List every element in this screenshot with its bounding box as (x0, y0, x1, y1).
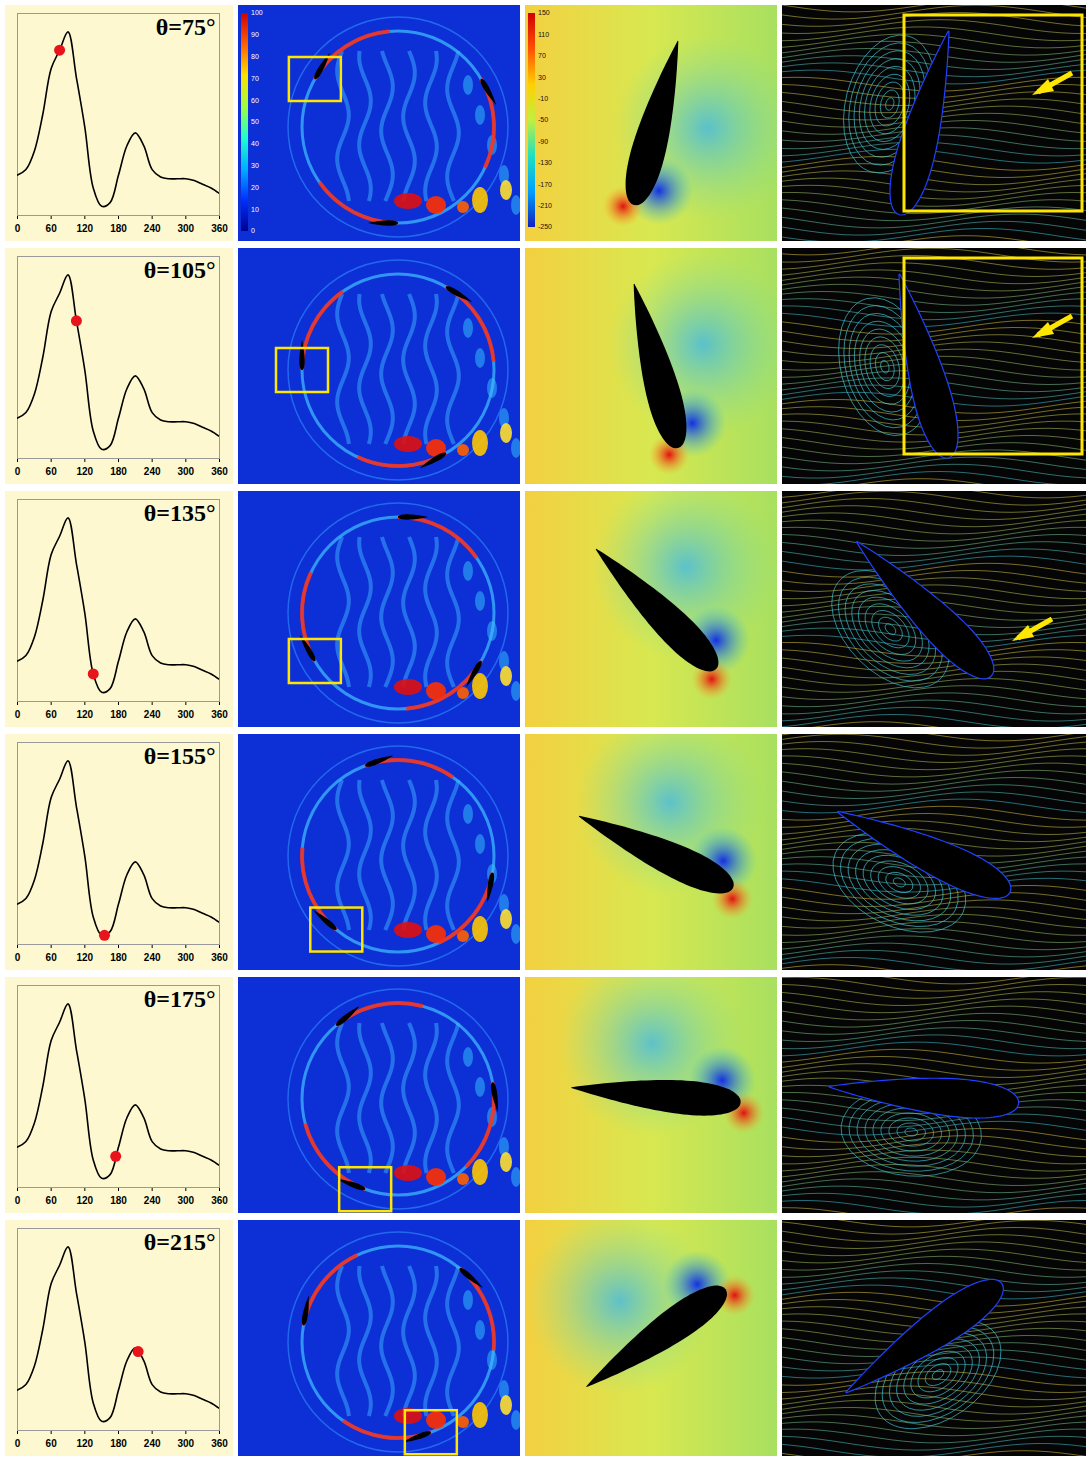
svg-text:120: 120 (76, 223, 93, 234)
svg-text:0: 0 (251, 227, 255, 234)
svg-text:-170: -170 (538, 181, 552, 188)
svg-text:360: 360 (211, 952, 228, 963)
svg-text:0: 0 (15, 466, 21, 477)
svg-text:-250: -250 (538, 223, 552, 230)
svg-text:60: 60 (46, 709, 58, 720)
svg-text:110: 110 (538, 31, 549, 38)
svg-text:-90: -90 (538, 138, 548, 145)
svg-text:120: 120 (76, 952, 93, 963)
svg-text:30: 30 (538, 74, 546, 81)
svg-text:300: 300 (177, 223, 194, 234)
svg-text:0: 0 (15, 709, 21, 720)
svg-text:180: 180 (110, 1195, 127, 1206)
svg-text:360: 360 (211, 466, 228, 477)
svg-text:120: 120 (76, 1438, 93, 1449)
svg-text:300: 300 (177, 709, 194, 720)
svg-text:100: 100 (251, 9, 263, 16)
svg-text:240: 240 (144, 952, 161, 963)
svg-text:240: 240 (144, 709, 161, 720)
svg-text:60: 60 (46, 466, 58, 477)
svg-text:10: 10 (251, 206, 259, 213)
svg-text:θ=135°: θ=135° (144, 500, 216, 526)
svg-text:70: 70 (251, 75, 259, 82)
svg-text:240: 240 (144, 223, 161, 234)
svg-text:θ=105°: θ=105° (144, 257, 216, 283)
svg-text:-50: -50 (538, 116, 548, 123)
svg-text:-210: -210 (538, 202, 552, 209)
svg-text:300: 300 (177, 952, 194, 963)
svg-text:60: 60 (46, 1438, 58, 1449)
svg-text:360: 360 (211, 223, 228, 234)
svg-text:120: 120 (76, 1195, 93, 1206)
svg-text:70: 70 (538, 52, 546, 59)
svg-text:60: 60 (46, 223, 58, 234)
svg-text:80: 80 (251, 53, 259, 60)
svg-text:30: 30 (251, 162, 259, 169)
svg-text:60: 60 (251, 97, 259, 104)
svg-text:180: 180 (110, 466, 127, 477)
svg-text:300: 300 (177, 466, 194, 477)
svg-text:-130: -130 (538, 159, 552, 166)
svg-text:300: 300 (177, 1438, 194, 1449)
svg-text:240: 240 (144, 466, 161, 477)
svg-text:0: 0 (15, 223, 21, 234)
svg-text:240: 240 (144, 1438, 161, 1449)
svg-text:0: 0 (15, 1195, 21, 1206)
svg-text:180: 180 (110, 709, 127, 720)
svg-text:θ=75°: θ=75° (156, 14, 216, 40)
svg-text:20: 20 (251, 184, 259, 191)
svg-text:180: 180 (110, 952, 127, 963)
svg-text:360: 360 (211, 709, 228, 720)
svg-text:0: 0 (15, 952, 21, 963)
svg-text:θ=155°: θ=155° (144, 743, 216, 769)
svg-text:θ=175°: θ=175° (144, 986, 216, 1012)
svg-text:240: 240 (144, 1195, 161, 1206)
svg-text:40: 40 (251, 140, 259, 147)
svg-text:60: 60 (46, 1195, 58, 1206)
svg-text:150: 150 (538, 9, 550, 16)
svg-text:180: 180 (110, 1438, 127, 1449)
svg-text:0: 0 (15, 1438, 21, 1449)
svg-text:90: 90 (251, 31, 259, 38)
svg-text:120: 120 (76, 466, 93, 477)
svg-text:360: 360 (211, 1438, 228, 1449)
svg-text:180: 180 (110, 223, 127, 234)
svg-text:θ=215°: θ=215° (144, 1229, 216, 1255)
svg-text:120: 120 (76, 709, 93, 720)
svg-text:50: 50 (251, 118, 259, 125)
svg-text:-10: -10 (538, 95, 548, 102)
svg-text:360: 360 (211, 1195, 228, 1206)
svg-text:60: 60 (46, 952, 58, 963)
svg-text:300: 300 (177, 1195, 194, 1206)
